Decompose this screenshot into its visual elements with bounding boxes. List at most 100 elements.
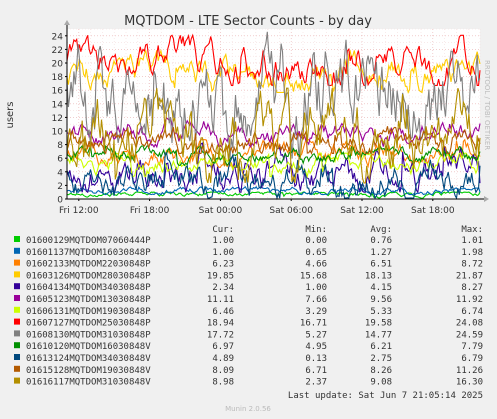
legend-header-avg: Avg:	[370, 225, 392, 235]
legend-series-name: 01607127MQTDOM25030848P	[26, 319, 151, 329]
legend-value-cur: 2.34	[212, 283, 234, 293]
x-tick-labels: Fri 12:00 Fri 18:00 Sat 00:00 Sat 06:00 Sat …	[59, 199, 455, 216]
legend-value-min: 0.13	[305, 354, 327, 364]
legend-value-min: 5.27	[305, 330, 327, 340]
y-tick-label: 22	[52, 46, 63, 56]
legend-value-avg: 19.58	[365, 319, 392, 329]
series-line-01606131MQTDOM19030848P	[66, 151, 481, 179]
legend-value-avg: 8.26	[370, 366, 392, 376]
legend-swatch	[14, 306, 20, 313]
legend-value-min: 2.37	[305, 378, 327, 388]
legend-swatch	[14, 318, 20, 325]
legend-series-name: 01602133MQTDOM22030848P	[26, 260, 151, 270]
y-tick-label: 0	[57, 196, 63, 206]
legend-swatch	[14, 247, 20, 254]
legend-value-cur: 11.11	[207, 295, 234, 305]
y-axis-label: users	[5, 101, 16, 128]
legend-series-name: 01608130MQTDOM31030848P	[26, 330, 151, 340]
legend-value-max: 7.79	[461, 342, 483, 352]
rrdtool-credit: RRDTOOL / TOBI OETIKER	[483, 60, 491, 150]
legend-value-min: 15.68	[300, 271, 327, 281]
legend-value-min: 1.00	[305, 283, 327, 293]
legend-swatch	[14, 365, 20, 372]
series-line-01608130MQTDOM31030848P	[66, 31, 481, 160]
y-tick-label: 8	[57, 141, 63, 151]
legend-value-avg: 18.13	[365, 271, 392, 281]
legend-value-cur: 8.98	[212, 378, 234, 388]
legend-swatch	[14, 295, 20, 301]
legend-value-avg: 14.77	[365, 330, 392, 340]
legend-swatch	[14, 330, 20, 337]
legend-series-name: 01600129MQTDOM07060444P	[26, 236, 151, 246]
legend-value-max: 24.08	[456, 319, 483, 329]
legend-value-max: 1.01	[461, 236, 483, 246]
y-tick-label: 10	[52, 128, 64, 138]
legend-header-max: Max:	[461, 225, 483, 235]
y-tick-label: 12	[52, 114, 63, 124]
legend-value-max: 11.26	[456, 366, 483, 376]
legend-value-min: 16.71	[300, 319, 327, 329]
x-axis-arrow	[484, 196, 489, 202]
legend-value-avg: 1.27	[370, 248, 392, 258]
legend-value-min: 7.66	[305, 295, 327, 305]
legend-series-name: 01603126MQTDOM28030848P	[26, 271, 151, 281]
legend-value-max: 24.59	[456, 330, 483, 340]
legend-value-cur: 1.00	[212, 236, 234, 246]
legend-header-min: Min:	[305, 225, 327, 235]
legend-series-name: 01613124MQTDOM34030848V	[26, 354, 151, 364]
last-update: Last update: Sat Jun 7 21:05:14 2025	[288, 391, 483, 401]
legend-value-cur: 17.72	[207, 330, 234, 340]
x-tick-label: Sat 18:00	[411, 206, 455, 216]
legend-value-cur: 6.97	[212, 342, 234, 352]
legend-swatch	[14, 354, 20, 360]
legend-value-avg: 5.33	[370, 307, 392, 317]
legend-value-max: 8.27	[461, 283, 483, 293]
legend-value-avg: 2.75	[370, 354, 392, 364]
y-tick-label: 2	[57, 182, 63, 192]
legend-series-name: 01610120MQTDOM16030848V	[26, 342, 151, 352]
series-line-01613124MQTDOM34030848V	[66, 152, 481, 201]
legend-value-cur: 6.23	[212, 260, 234, 270]
legend-value-avg: 0.76	[370, 236, 392, 246]
legend-series-name: 01615128MQTDOM19030848V	[26, 366, 151, 376]
y-tick-label: 16	[52, 87, 64, 97]
legend-value-avg: 9.56	[370, 295, 392, 305]
y-tick-label: 18	[52, 73, 64, 83]
y-axis-arrow	[64, 20, 70, 25]
legend-value-max: 16.30	[456, 378, 483, 388]
legend: Cur: Min: Avg: Max: 01600129MQTDOM070604…	[14, 225, 483, 388]
legend-value-max: 8.72	[461, 260, 483, 270]
x-tick-label: Fri 12:00	[59, 206, 99, 216]
legend-series-name: 01616117MQTDOM31030848V	[26, 378, 151, 388]
legend-series-name: 01605123MQTDOM13030848P	[26, 295, 151, 305]
legend-value-cur: 18.94	[207, 319, 234, 329]
axes	[64, 20, 489, 202]
legend-value-max: 6.74	[461, 307, 483, 317]
legend-value-avg: 6.51	[370, 260, 392, 270]
legend-value-avg: 9.08	[370, 378, 392, 388]
legend-swatch	[14, 342, 20, 349]
y-tick-label: 24	[52, 32, 64, 42]
legend-value-cur: 19.85	[207, 271, 234, 281]
legend-value-min: 6.71	[305, 366, 327, 376]
legend-value-cur: 4.89	[212, 354, 234, 364]
legend-value-cur: 1.00	[212, 248, 234, 258]
x-tick-label: Sat 06:00	[269, 206, 313, 216]
series-lines	[66, 31, 481, 201]
y-tick-label: 20	[52, 60, 64, 70]
plot-area	[67, 29, 480, 199]
legend-value-max: 1.98	[461, 248, 483, 258]
series-line-01600129MQTDOM07060444P	[66, 191, 481, 200]
legend-value-min: 4.95	[305, 342, 327, 352]
legend-header-cur: Cur:	[212, 225, 234, 235]
legend-swatch	[14, 271, 20, 278]
legend-series-name: 01601137MQTDOM16030848P	[26, 248, 151, 258]
legend-swatch	[14, 377, 20, 384]
legend-series-name: 01604134MQTDOM34030848P	[26, 283, 151, 293]
x-tick-label: Fri 18:00	[130, 206, 170, 216]
legend-value-max: 6.79	[461, 354, 483, 364]
legend-value-min: 0.00	[305, 236, 327, 246]
legend-series-name: 01606131MQTDOM19030848P	[26, 307, 151, 317]
